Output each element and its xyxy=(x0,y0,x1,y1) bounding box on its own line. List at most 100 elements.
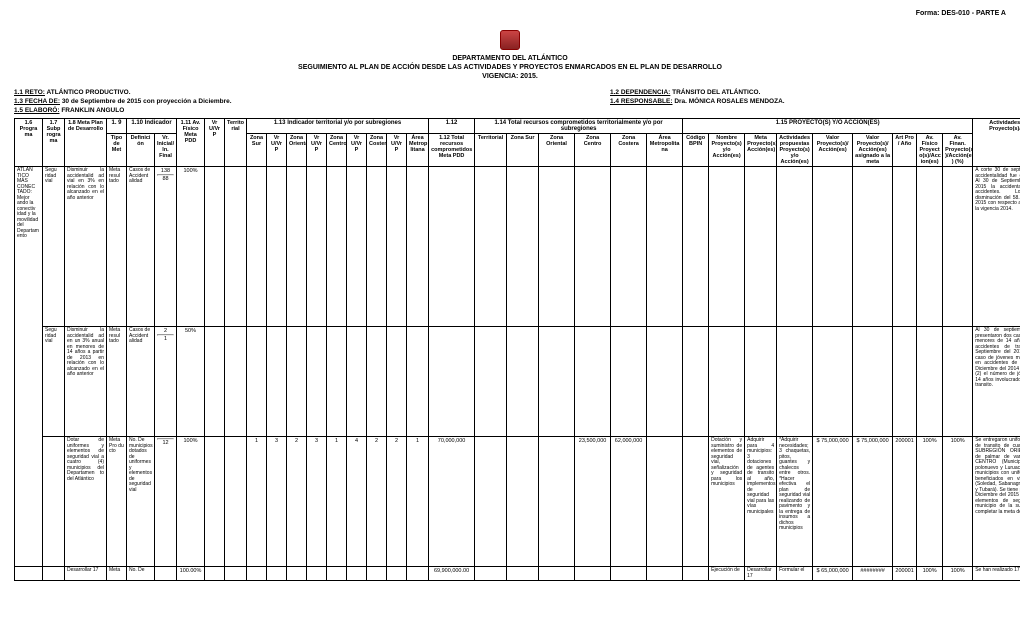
cell: Al 30 de septiembre del 2014 se presenta… xyxy=(973,327,1020,437)
meta-dep: TRÁNSITO DEL ATLÁNTICO. xyxy=(672,89,760,96)
cell: Ejecución de xyxy=(709,567,745,581)
cell: Se entregaron uniformes a los Agentes de… xyxy=(973,437,1020,567)
cell: 70,000,000 xyxy=(429,437,475,567)
meta-fecha-label: 1.3 FECHA DE: xyxy=(14,98,60,105)
cell: 62,000,000 xyxy=(611,437,647,567)
main-table: 1.6 Progra ma 1.7 Subp rogra ma 1.8 Meta… xyxy=(14,118,1020,581)
header-dept: DEPARTAMENTO DEL ATLÁNTICO xyxy=(14,54,1006,63)
col-vruvp: Vr U/Vr P xyxy=(205,119,225,167)
col-nombre-proyecto: Nombre Proyecto(s) y/o Acción(es) xyxy=(709,134,745,167)
cell: Dotación y suministro de elementos de se… xyxy=(709,437,745,567)
col-r-sur: Zona Sur xyxy=(507,134,539,167)
col-av-fisico-proy: Av. Físico Proyect o(s)/Acc ion(es) xyxy=(917,134,943,167)
cell: 2 xyxy=(387,437,407,567)
cell: 100% xyxy=(917,567,943,581)
col-r-metro: Área Metropolita na xyxy=(647,134,683,167)
col-1-9: 1. 9 xyxy=(107,119,127,134)
col-meta-pdd: 1.8 Meta Plan de Desarrollo xyxy=(65,119,107,167)
col-actividades-ejec: Actividades ejecutadas Proyecto(s)/ Acci… xyxy=(973,119,1020,167)
cell: Casos de Accident alidad xyxy=(127,167,155,327)
cell: Segu ridad vial xyxy=(43,167,65,327)
col-zona-costera: Zona Costera xyxy=(367,134,387,167)
col-av-finan: Av. Finan. Proyecto(s )/Acción(es ) (%) xyxy=(943,134,973,167)
col-zona-oriental-v: Vr U/Vr P xyxy=(307,134,327,167)
grp-recursos-terr: 1.14 Total recursos comprometidos territ… xyxy=(475,119,683,134)
col-r-centro: Zona Centro xyxy=(575,134,611,167)
cell: A corte 30 de septiembre de 2014 la acci… xyxy=(973,167,1020,327)
col-zona-sur: Zona Sur xyxy=(247,134,267,167)
dept-logo xyxy=(500,30,520,50)
meta-resp: Dra. MÓNICA ROSALES MENDOZA. xyxy=(674,98,784,105)
col-r-costera: Zona Costera xyxy=(611,134,647,167)
col-area-metro: Área Metrop litana xyxy=(407,134,429,167)
cell: 50% xyxy=(177,327,205,437)
col-valor-proyecto: Valor Proyecto(s)/ Acción(es) xyxy=(813,134,853,167)
col-actividades-prop: Actividades propuestas Proyecto(s) y/o A… xyxy=(777,134,813,167)
meta-fecha: 30 de Septiembre de 2015 con proyección … xyxy=(62,98,232,105)
col-territorial: Territo rial xyxy=(225,119,247,167)
cell: 12 xyxy=(155,437,177,567)
cell: 200001 xyxy=(893,567,917,581)
meta-reto: ATLÁNTICO PRODUCTIVO. xyxy=(47,89,131,96)
col-tipo-meta: Tipo de Met xyxy=(107,134,127,167)
cell: Segu ridad vial xyxy=(43,327,65,437)
cell: Dotar de uniformes y elementos de seguri… xyxy=(65,437,107,567)
col-1-12-head: 1.12 xyxy=(429,119,475,134)
cell: 1 xyxy=(247,437,267,567)
grp-indicador: 1.10 Indicador xyxy=(127,119,177,134)
cell: Se han realizado 177 operativos xyxy=(973,567,1020,581)
meta-reto-label: 1.1 RETO: xyxy=(14,89,45,96)
table-row: Dotar de uniformes y elementos de seguri… xyxy=(15,437,1020,567)
cell: 100% xyxy=(177,437,205,567)
meta-elab-label: 1.5 ELABORÓ: xyxy=(14,107,60,114)
cell: 2 xyxy=(287,437,307,567)
cell: No. De xyxy=(127,567,155,581)
col-zona-sur-v: Vr U/Vr P xyxy=(267,134,287,167)
cell: 69,900,000.00 xyxy=(429,567,475,581)
meta-dep-label: 1.2 DEPENDENCIA: xyxy=(610,89,670,96)
cell: 13888 xyxy=(155,167,177,327)
cell: Meta resul tado xyxy=(107,327,127,437)
col-definicion: Definici ón xyxy=(127,134,155,167)
grp-proyectos: 1.15 PROYECTO(S) Y/O ACCION(ES) xyxy=(683,119,973,134)
cell: $ 75,000,000 xyxy=(813,437,853,567)
table-row: ATLÁN TICO MÁS CONEC TADO: Mejor ando la… xyxy=(15,167,1020,327)
cell: 100.00% xyxy=(177,567,205,581)
cell: Formular el xyxy=(777,567,813,581)
col-bpin: Código BPIN xyxy=(683,134,709,167)
cell: $ 75,000,000 xyxy=(853,437,893,567)
col-subprograma: 1.7 Subp rogra ma xyxy=(43,119,65,167)
cell: 100% xyxy=(177,167,205,327)
cell: Desarrollar 17 xyxy=(65,567,107,581)
cell: 1 xyxy=(407,437,429,567)
meta-resp-label: 1.4 RESPONSABLE: xyxy=(610,98,673,105)
cell: 2 xyxy=(367,437,387,567)
cell: Adquirir para 4 municipios: 3 dotaciones… xyxy=(745,437,777,567)
cell: 100% xyxy=(917,437,943,567)
cell: Disminuir la accidentalid ad en un 3% an… xyxy=(65,327,107,437)
cell: Meta Pro du cto xyxy=(107,437,127,567)
col-zona-centro-v: Vr U/Vr P xyxy=(347,134,367,167)
cell: ATLÁN TICO MÁS CONEC TADO: Mejor ando la… xyxy=(15,167,43,567)
cell: 23,500,000 xyxy=(575,437,611,567)
header-title: SEGUIMIENTO AL PLAN DE ACCIÓN DESDE LAS … xyxy=(14,63,1006,72)
cell: Meta resul tado xyxy=(107,167,127,327)
cell: 200001 xyxy=(893,437,917,567)
cell: 100% xyxy=(943,567,973,581)
col-total-recursos: 1.12 Total recursos comprometidos Meta P… xyxy=(429,134,475,167)
cell: 100% xyxy=(943,437,973,567)
table-row: Desarrollar 17 Meta No. De 100.00% 69,90… xyxy=(15,567,1020,581)
cell: 1 xyxy=(327,437,347,567)
col-vr-inicial: Vr. Inicial/ ln. Final xyxy=(155,134,177,167)
cell: ######## xyxy=(853,567,893,581)
col-zona-oriental: Zona Oriental xyxy=(287,134,307,167)
cell: Disminuir la accidentalid ad vial en 3% … xyxy=(65,167,107,327)
col-art-pro: Art Pro / Año xyxy=(893,134,917,167)
col-av-fisico: 1.11 Av. Físico Meta PDD xyxy=(177,119,205,167)
col-zona-centro: Zona Centro xyxy=(327,134,347,167)
grp-indicador-terr: 1.13 Indicador territorial y/o por subre… xyxy=(247,119,429,134)
col-r-territorial: Territorial xyxy=(475,134,507,167)
cell: *Adquirir necesidades; 3 chaquetas, pito… xyxy=(777,437,813,567)
cell: No. De municipios dotados de uniformes y… xyxy=(127,437,155,567)
col-r-oriental: Zona Oriental xyxy=(539,134,575,167)
